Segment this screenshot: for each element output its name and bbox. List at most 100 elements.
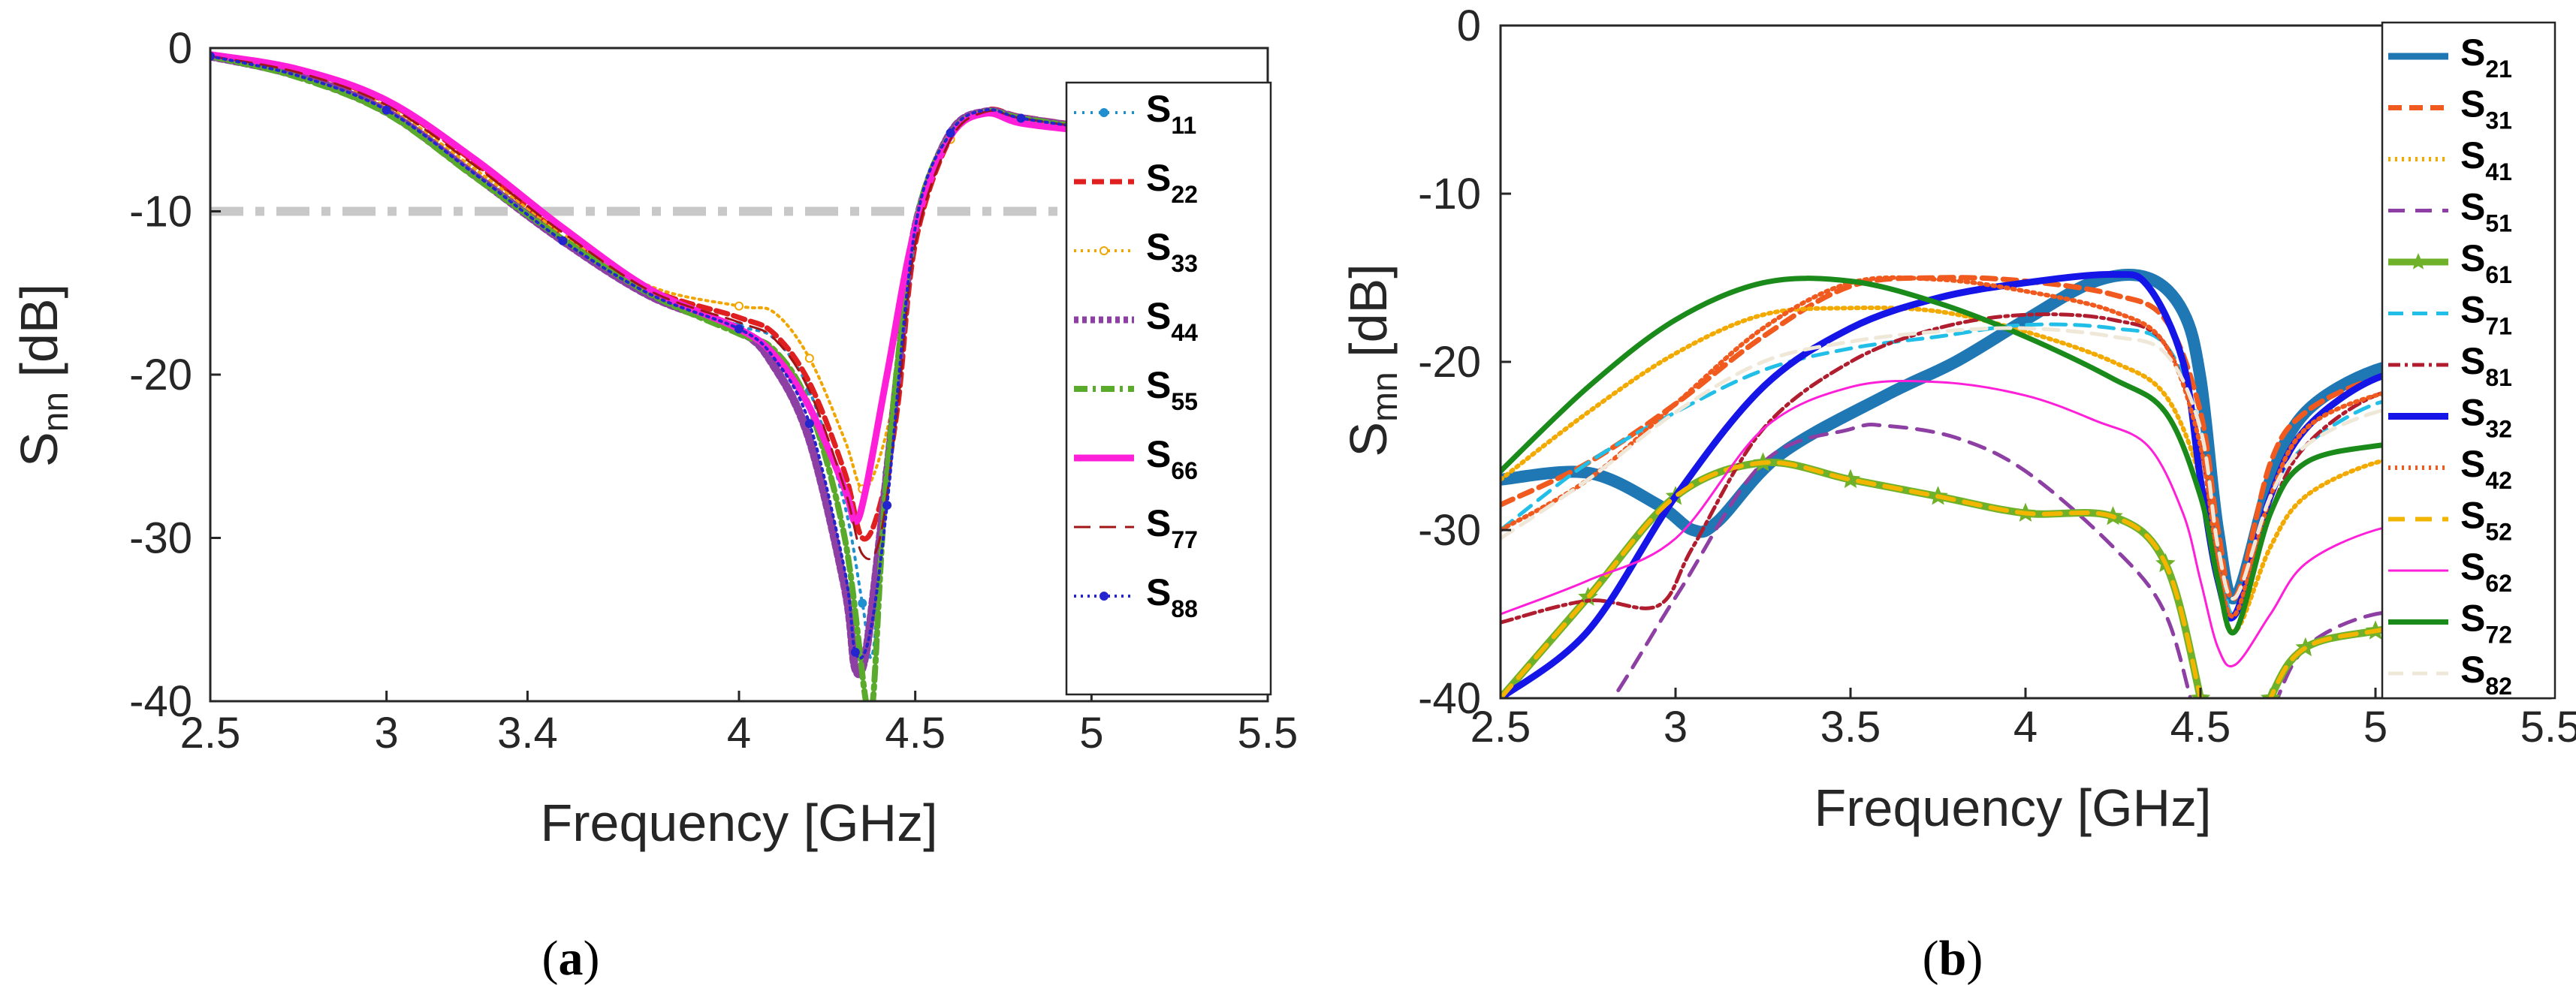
series-marker-s61 bbox=[1840, 468, 1861, 489]
series-line-s41-b bbox=[1501, 305, 2550, 634]
y-axis-label-b-sub: mn bbox=[1365, 372, 1405, 422]
y-tick-label: -30 bbox=[129, 514, 192, 563]
x-tick-label: 4.5 bbox=[2170, 703, 2231, 752]
legend-entry-s22: S22 bbox=[1074, 157, 1198, 208]
x-tick-label: 2.5 bbox=[1470, 703, 1531, 752]
y-axis-label-b-unit: [dB] bbox=[1339, 264, 1398, 372]
legend-entry-s52: S52 bbox=[2388, 495, 2512, 546]
y-tick-label: -40 bbox=[129, 677, 192, 726]
x-tick-label: 5.5 bbox=[1238, 709, 1299, 758]
legend-entry-s66: S66 bbox=[1074, 433, 1198, 484]
legend-label: S77 bbox=[1146, 502, 1198, 553]
legend-entry-s55: S55 bbox=[1074, 364, 1198, 415]
legend-entry-s32: S32 bbox=[2388, 392, 2512, 443]
legend-label: S71 bbox=[2460, 289, 2512, 340]
y-tick-label: -10 bbox=[129, 188, 192, 236]
svg-text:Snn [dB]: Snn [dB] bbox=[10, 284, 76, 467]
x-tick-label: 5 bbox=[2363, 703, 2387, 752]
x-tick-label: 4.5 bbox=[885, 709, 946, 758]
legend-label: S21 bbox=[2460, 32, 2512, 83]
series-marker-s33 bbox=[804, 354, 814, 363]
legend-entry-s62: S62 bbox=[2388, 546, 2512, 597]
y-axis-label-a-sub: nn bbox=[36, 392, 76, 432]
series-line-s52-b bbox=[1501, 459, 2550, 698]
caption-b: (b) bbox=[1923, 931, 1983, 986]
legend-marker bbox=[1099, 108, 1109, 117]
x-tick-label: 5.5 bbox=[2520, 703, 2576, 752]
x-tick-label: 3 bbox=[1664, 703, 1688, 752]
y-tick-label: -20 bbox=[1418, 338, 1481, 387]
series-marker-s88 bbox=[1016, 113, 1026, 123]
legend-entry-s51: S51 bbox=[2388, 186, 2512, 237]
legend-entry-s11: S11 bbox=[1074, 88, 1196, 139]
legend-label: S61 bbox=[2460, 237, 2512, 288]
series-marker-s88 bbox=[946, 128, 955, 138]
series-marker-s88 bbox=[850, 647, 860, 657]
legend-entries-a: S11 S22 S33 S44 S55 S66 S77 S88 bbox=[1074, 88, 1198, 622]
legend-entry-s77: S77 bbox=[1074, 502, 1198, 553]
y-tick-label: 0 bbox=[1457, 2, 1481, 50]
legend-entry-s44: S44 bbox=[1074, 295, 1198, 346]
x-axis-label-b: Frequency [GHz] bbox=[1814, 779, 2211, 837]
series-marker-s88 bbox=[382, 105, 391, 115]
legend-marker bbox=[2409, 253, 2427, 270]
legend-label: S44 bbox=[1146, 295, 1198, 346]
legend-label: S41 bbox=[2460, 134, 2512, 185]
series-line-s82-b bbox=[1501, 326, 2550, 601]
caption-a: (a) bbox=[542, 931, 600, 986]
legend-entry-s41: S41 bbox=[2388, 134, 2512, 185]
legend-marker bbox=[1099, 592, 1109, 601]
ticks-a: 2.5 3 3.4 4 4.5 5 5.5 0 -10 -20 -30 -40 bbox=[129, 24, 1298, 758]
legend-label: S72 bbox=[2460, 598, 2512, 649]
legend-label: S62 bbox=[2460, 546, 2512, 597]
y-axis-label-b: Smn [dB] bbox=[1339, 264, 1405, 456]
y-tick-label: -10 bbox=[1418, 170, 1481, 218]
legend-label: S52 bbox=[2460, 495, 2512, 546]
legend-entry-s88: S88 bbox=[1074, 571, 1198, 622]
x-axis-label-a: Frequency [GHz] bbox=[540, 794, 937, 852]
x-tick-label: 3 bbox=[375, 709, 399, 758]
legend-label: S51 bbox=[2460, 186, 2512, 237]
x-tick-label: 4 bbox=[2013, 703, 2038, 752]
legend-a: S11 S22 S33 S44 S55 S66 S77 S88 bbox=[1065, 81, 1272, 696]
y-axis-label-a-main: S bbox=[10, 432, 68, 467]
series-line-s62-b bbox=[1501, 379, 2550, 667]
legend-entry-s72: S72 bbox=[2388, 598, 2512, 649]
series-marker-s88 bbox=[882, 501, 892, 510]
x-tick-label: 3.5 bbox=[1820, 703, 1881, 752]
legend-label: S88 bbox=[1146, 571, 1198, 622]
legend-label: S42 bbox=[2460, 443, 2512, 494]
legend-box-b bbox=[2381, 21, 2556, 700]
legend-entry-s81: S81 bbox=[2388, 340, 2512, 391]
y-tick-label: 0 bbox=[168, 24, 192, 73]
series-marker-s61 bbox=[2225, 788, 2246, 807]
legend-entry-s71: S71 bbox=[2388, 289, 2512, 340]
ticks-b: 2.5 3 3.5 4 4.5 5 5.5 0 -10 -20 -30 -40 bbox=[1418, 2, 2576, 752]
y-tick-label: -30 bbox=[1418, 506, 1481, 555]
legend-label: S66 bbox=[1146, 433, 1198, 484]
y-axis-label-b-main: S bbox=[1339, 422, 1398, 457]
legend-label: S33 bbox=[1146, 226, 1198, 277]
legend-marker bbox=[1099, 246, 1109, 255]
series-marker-s88 bbox=[734, 324, 744, 334]
x-tick-label: 4 bbox=[727, 709, 751, 758]
legend-label: S22 bbox=[1146, 157, 1198, 208]
y-axis-label-a: Snn [dB] bbox=[10, 284, 76, 467]
legend-entry-s21: S21 bbox=[2388, 32, 2512, 83]
legend-label: S31 bbox=[2460, 83, 2512, 134]
series-line-s51-b bbox=[1610, 423, 2550, 698]
series-marker-s11 bbox=[858, 598, 867, 608]
legend-entry-s61: S61 bbox=[2388, 237, 2512, 288]
legend-entry-s33: S33 bbox=[1074, 226, 1198, 277]
chart-panel-b: 2.5 3 3.5 4 4.5 5 5.50-10-20-30-40 S21S31S41S5… bbox=[1339, 2, 2576, 986]
legend-label: S82 bbox=[2460, 649, 2512, 700]
legend-label: S81 bbox=[2460, 340, 2512, 391]
y-tick-label: -40 bbox=[1418, 674, 1481, 723]
series-marker-s33 bbox=[734, 301, 744, 311]
legend-label: S32 bbox=[2460, 392, 2512, 443]
series-marker-s88 bbox=[804, 419, 814, 429]
x-tick-label: 3.4 bbox=[497, 709, 558, 758]
chart-panel-a: 2.5 3 3.4 4 4.5 5 5.5 0 -10 -20 -30 -40 S11 S22 S33 S4… bbox=[10, 24, 1298, 986]
